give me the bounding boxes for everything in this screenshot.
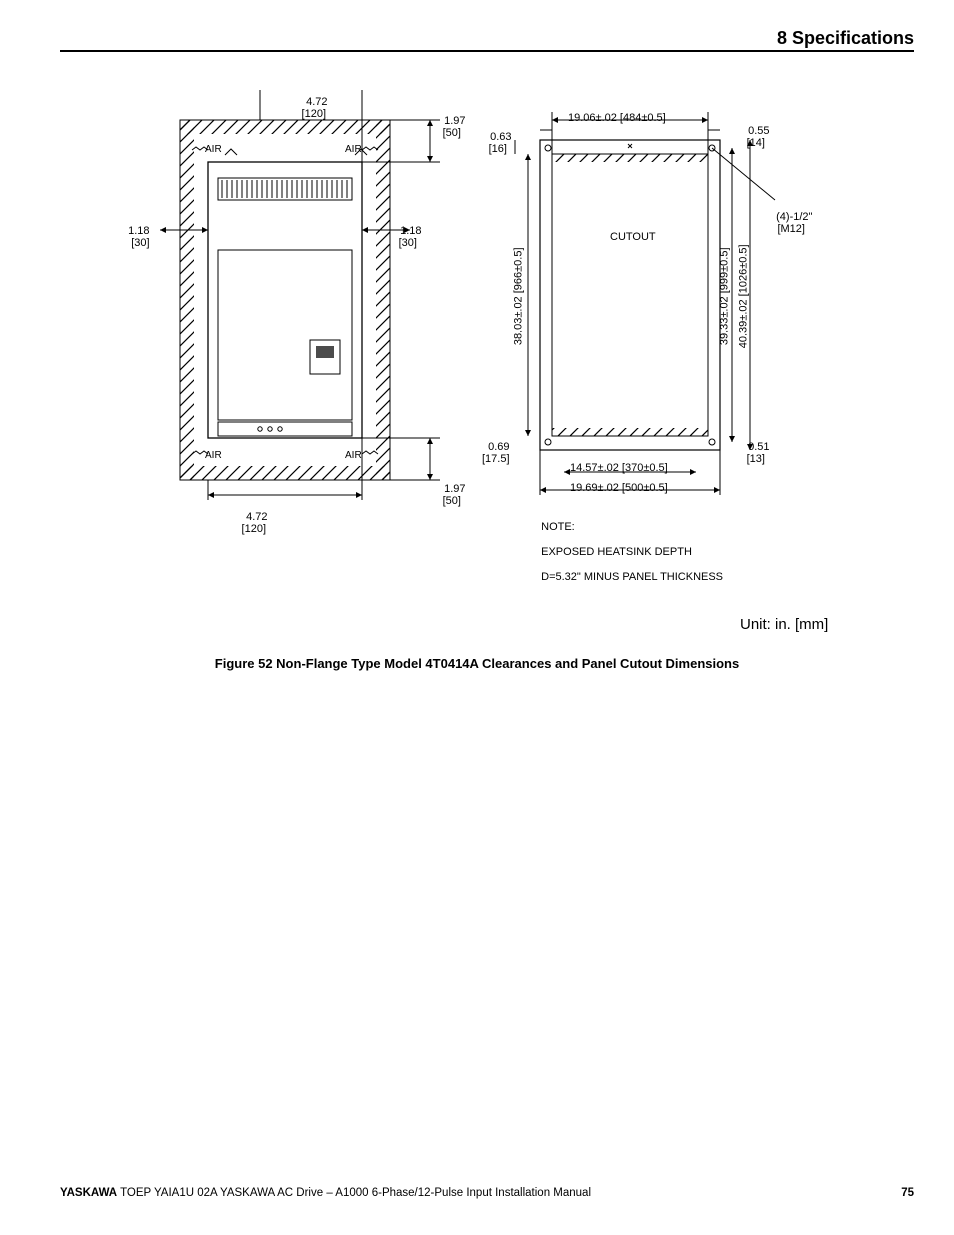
unit-note: Unit: in. [mm] [740,616,828,633]
svg-text:AIR: AIR [345,450,362,461]
header-rule [60,50,914,52]
section-title: 8 Specifications [777,28,914,49]
right-cutout-diagram: CUTOUT [515,112,775,495]
svg-text:AIR: AIR [345,144,362,155]
dim-h-right: 40.39±.02 [1026±0.5] [738,244,751,348]
svg-text:AIR: AIR [205,450,222,461]
heatsink-note: NOTE: EXPOSED HEATSINK DEPTH D=5.32" MIN… [535,508,723,584]
dim-bolt: (4)-1/2"[M12] [770,198,812,236]
dim-mid-w: 14.57±.02 [370±0.5] [570,462,668,475]
dim-bottom-width: 4.72[120] [240,498,268,536]
dim-h-mid: 39.33±.02 [999±0.5] [719,247,732,345]
dim-bottom-gap: 1.97[50] [438,470,466,508]
dim-top-gap: 1.97[50] [438,102,466,140]
dim-tl-small: 0.63[16] [484,118,512,156]
dim-bot-w: 19.69±.02 [500±0.5] [570,482,668,495]
svg-text:CUTOUT: CUTOUT [610,231,656,243]
dim-top-w19: 19.06±.02 [484±0.5] [568,112,666,125]
footer-brand: YASKAWA [60,1187,117,1199]
dim-bl-small: 0.69[17.5] [482,428,510,466]
dim-side-left: 1.18[30] [122,212,150,250]
dim-h-left: 38.03±.02 [966±0.5] [513,247,526,345]
footer-text: TOEP YAIA1U 02A YASKAWA AC Drive – A1000… [117,1187,591,1199]
dim-top-width: 4.72[120] [300,83,328,121]
figure-caption: Figure 52 Non-Flange Type Model 4T0414A … [0,656,954,671]
dim-br-small: 0.51[13] [742,428,770,466]
left-clearance-diagram: AIR AIR AIR AIR [160,90,440,500]
dim-side-right: 1.18[30] [394,212,422,250]
page-footer: YASKAWA TOEP YAIA1U 02A YASKAWA AC Drive… [60,1187,914,1199]
dim-tr-small: 0.55[14] [742,112,770,150]
figure-diagram: AIR AIR AIR AIR [110,80,870,560]
footer-page-number: 75 [901,1187,914,1199]
